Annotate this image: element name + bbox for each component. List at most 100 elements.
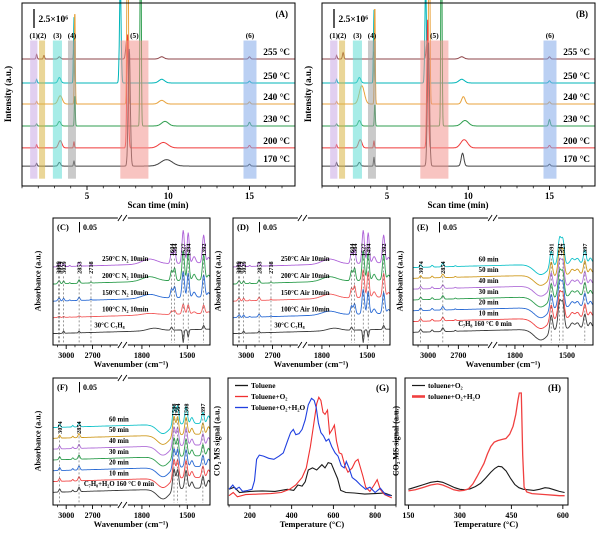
axis-break [492, 341, 498, 349]
series-toluene-o-h-o [228, 397, 391, 497]
band-label: (3) [353, 31, 362, 40]
panel-letter: (E) [417, 222, 429, 232]
wavenumber-mark: 3029 [61, 261, 68, 274]
axis-break [122, 501, 128, 509]
band-(1) [30, 40, 38, 179]
panel-letter: (F) [57, 382, 68, 392]
temperature-label: 240 °C [563, 92, 590, 103]
wavenumber-mark: 1523 [560, 244, 567, 257]
temperature-label: 240 °C [263, 92, 290, 103]
band-label: (5) [430, 31, 439, 40]
band-label: (2) [338, 31, 347, 40]
scalebar-label: 0.05 [83, 383, 97, 392]
panel-c-ylabel: Absorbance (a.u.) [33, 250, 43, 312]
tick-label: 15 [245, 191, 255, 201]
tick-label: 2700 [85, 511, 101, 520]
trace-100-c-n-10min [53, 303, 210, 319]
axis-break [297, 214, 303, 222]
axis-break [117, 341, 123, 349]
tick-label: 300 [454, 511, 466, 520]
tick-label: 1500 [559, 351, 575, 360]
panel-b-xlabel: Scan time (min) [427, 200, 489, 210]
wavenumber-mark: 1397 [200, 404, 207, 417]
trace-30-min [53, 436, 210, 467]
legend-label: Toluene [251, 381, 276, 390]
trace-30-c-c-h- [53, 324, 210, 343]
tick-label: 1500 [179, 511, 195, 520]
trace-label: 40 min [109, 438, 129, 445]
band-(3) [52, 40, 62, 179]
axis-break [117, 214, 123, 222]
panel-h-ylabel: CO₂ MS signal (a.u.) [391, 405, 401, 477]
panel-letter: (H) [548, 383, 561, 393]
temperature-label: 230 °C [263, 114, 290, 125]
trace-label: 50 min [479, 267, 499, 274]
axis-break [302, 341, 308, 349]
trace-250-c-air-10min [233, 230, 390, 268]
panel-g-frame [227, 377, 397, 506]
wavenumber-mark: 1494 [365, 243, 372, 256]
temperature-label: 255 °C [263, 47, 290, 58]
wavenumber-mark: 1494 [185, 243, 192, 256]
wavenumber-mark: 2854 [440, 260, 447, 273]
axis-break [487, 341, 493, 349]
band-(5) [420, 40, 449, 179]
band-label: (6) [246, 31, 255, 40]
wavenumber-mark: 1588 [171, 404, 178, 417]
tick-label: 1500 [179, 351, 195, 360]
trace-10-min [413, 289, 593, 329]
panel-e-ylabel: Absorbance (a.u.) [395, 250, 405, 312]
legend-label: Toluene+O₂ [251, 392, 288, 401]
wavenumber-mark: 1604 [349, 243, 356, 256]
tick-label: 3000 [420, 351, 436, 360]
wavenumber-mark: 2853 [256, 261, 263, 274]
wavenumber-mark: 1542 [557, 244, 564, 257]
trace-150-c-air-10min [233, 269, 390, 302]
wavenumber-mark: 3029 [241, 261, 248, 274]
tick-label: 200 [244, 511, 256, 520]
trace-label: 150°C Air 10min [281, 290, 330, 297]
wavenumber-mark: 1564 [175, 403, 182, 416]
band-(6) [543, 40, 557, 179]
trace-label: 100°C Air 10min [281, 307, 330, 314]
wavenumber-mark: 1508 [183, 404, 190, 417]
panel-c-axis: 3000 2700 1800 1500 [57, 345, 195, 360]
panel-g-ylabel: CO₂ MS signal (a.u.) [212, 405, 222, 477]
tick-label: 1800 [507, 351, 523, 360]
panel-g-axis: 200 400 600 800 [228, 505, 397, 520]
trace-10-min [53, 458, 210, 488]
band-label: (3) [53, 31, 62, 40]
wavenumber-mark: 1392 [381, 244, 388, 257]
axis-break [117, 374, 123, 382]
band-(2) [339, 40, 346, 179]
wavenumber-mark: 1604 [169, 243, 176, 256]
trace-label: 30 min [109, 449, 129, 456]
wavenumber-mark: 1527 [180, 244, 187, 257]
trace-20-min [53, 447, 210, 478]
tick-label: 400 [286, 511, 298, 520]
axis-break [122, 374, 128, 382]
scalebar-label: 2.5×10⁶ [339, 15, 369, 25]
panel-e-axis: 3000 2700 1800 1500 [417, 345, 577, 360]
axis-break [487, 214, 493, 222]
trace-label: 10 min [479, 310, 499, 317]
trace-label: 60 min [109, 416, 129, 423]
trace-c-h-160-c-0-min [413, 298, 593, 341]
trace-30-c-c-h- [233, 324, 390, 343]
trace-label: 250°C Air 10min [281, 256, 330, 263]
wavenumber-mark: 1584 [172, 243, 179, 256]
axis-break [492, 214, 498, 222]
scalebar-label: 0.05 [263, 223, 277, 232]
trace-20-min [413, 279, 593, 319]
wavenumber-mark: 3074 [418, 260, 425, 273]
axis-break [122, 214, 128, 222]
panel-f-frame [52, 377, 211, 506]
panel-a: (1) (2) (3) (4) (5) (6) 5 10 15 255 °C 250 °C 240 °… [21, 0, 296, 201]
band-label: (1) [330, 31, 339, 40]
tick-label: 1800 [134, 511, 150, 520]
tick-label: 150 [402, 511, 414, 520]
trace-label: 250°C N₂ 10min [102, 256, 149, 263]
temperature-label: 250 °C [563, 71, 590, 82]
band-label: (5) [130, 31, 139, 40]
